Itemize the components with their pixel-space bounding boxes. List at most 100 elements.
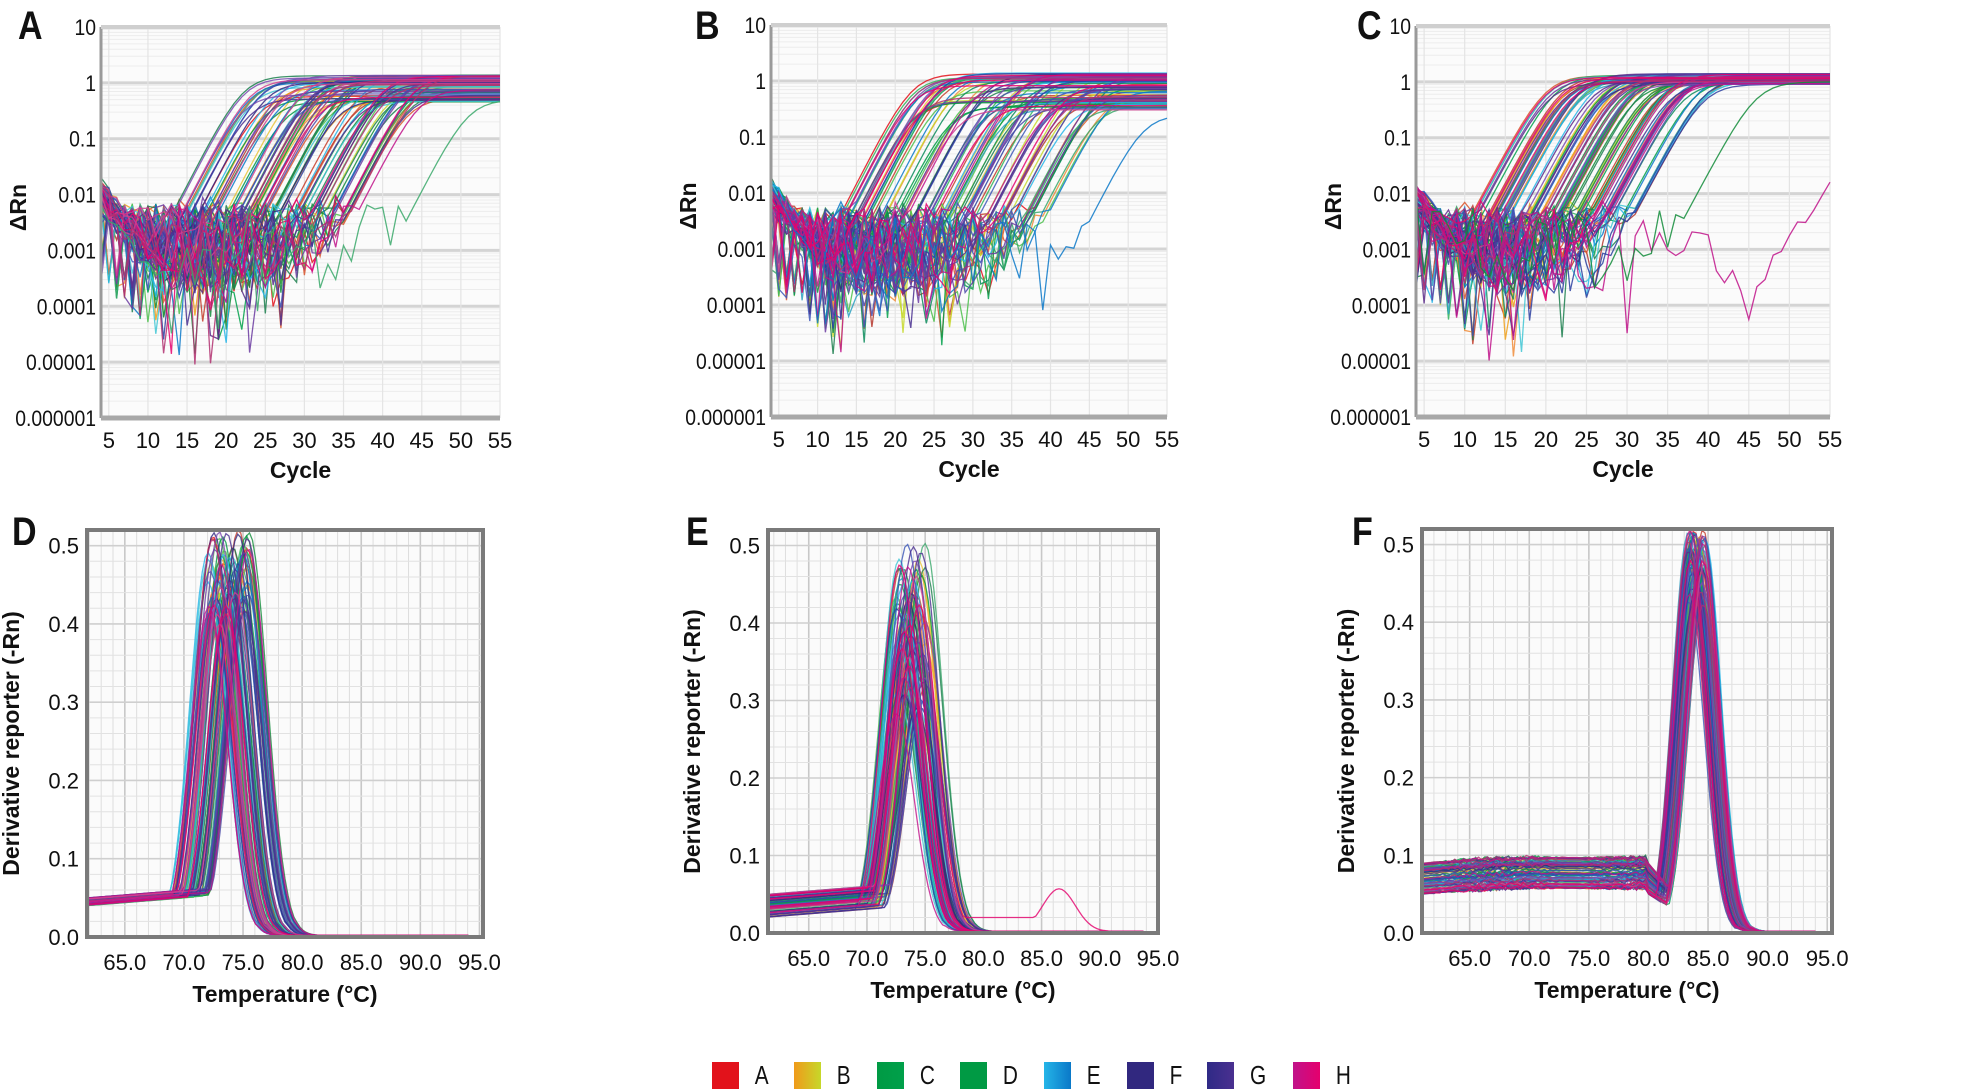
y-tick-label: 0.2: [48, 768, 79, 793]
x-tick-label: 70.0: [846, 946, 889, 971]
y-tick-label: 0.1: [48, 847, 79, 872]
legend-label-h: H: [1335, 1060, 1351, 1090]
curve-e-11: [100, 100, 500, 334]
curve-h-5: [770, 73, 1167, 353]
y-tick-label: 0.01: [1373, 182, 1411, 206]
panel-label-c: C: [1357, 4, 1382, 48]
y-tick-label: 0.2: [1383, 766, 1414, 791]
x-tick-label: 65.0: [787, 946, 830, 971]
panel-c: 10 1 0.1 0.01 0.001 0.0001 0.00001 0.000001 5 10 1…: [1320, 15, 1842, 482]
panel-f: 0.0 0.1 0.2 0.3 0.4 0.5 65.0 70.0 75.0 80.0 85.0 90…: [1333, 527, 1849, 1003]
x-tick-label: 50: [1777, 427, 1801, 452]
x-tick-label: 95.0: [1806, 946, 1849, 971]
y-tick-label: 0.4: [48, 612, 79, 637]
x-tick-label: 10: [1452, 427, 1476, 452]
y-tick-label: 0.5: [729, 534, 760, 559]
curve-h-11: [100, 84, 500, 285]
x-tick-label: 10: [136, 428, 160, 453]
x-tick-label: 70.0: [1508, 946, 1551, 971]
legend-item-f: F: [1126, 1060, 1184, 1091]
x-tick-label: 55: [488, 428, 512, 453]
x-tick-label: 65.0: [103, 950, 146, 975]
curve-h-7: [1415, 73, 1830, 301]
y-tick-label: 0.01: [728, 182, 766, 206]
y-axis-title: ΔRn: [1320, 183, 1346, 230]
x-tick-label: 45: [410, 428, 434, 453]
y-tick-label: 1: [755, 70, 766, 94]
legend-item-c: C: [876, 1060, 937, 1091]
x-axis-title: Cycle: [1592, 456, 1653, 482]
curves: [770, 72, 1168, 355]
panel-e: 0.0 0.1 0.2 0.3 0.4 0.5 65.0 70.0 75.0 80.0 85.0 90…: [679, 528, 1180, 1003]
y-tick-label: 0.000001: [1330, 406, 1411, 430]
curves: [1415, 73, 1831, 361]
x-tick-label: 90.0: [399, 950, 442, 975]
curve-h-10: [100, 84, 500, 365]
legend-swatch-d: [960, 1062, 988, 1089]
curve-h-9: [100, 79, 500, 238]
x-tick-label: 95.0: [1137, 946, 1180, 971]
y-axis-title: ΔRn: [675, 182, 701, 229]
x-tick-label: 85.0: [340, 950, 383, 975]
legend-swatch-b: [794, 1062, 822, 1089]
x-tick-label: 20: [883, 427, 907, 452]
y-tick-label: 0.001: [1363, 238, 1411, 262]
y-tick-label: 0.001: [718, 238, 766, 262]
plot-border: [766, 528, 1160, 935]
curves: [1421, 527, 1816, 933]
x-tick-label: 30: [292, 428, 316, 453]
y-tick-label: 0.001: [48, 239, 96, 263]
y-tick-label: 0.0001: [707, 294, 766, 318]
x-tick-label: 90.0: [1078, 946, 1121, 971]
x-tick-label: 35: [1655, 427, 1679, 452]
legend-label-a: A: [754, 1060, 769, 1090]
x-tick-label: 80.0: [962, 946, 1005, 971]
y-axis-title: ΔRn: [5, 184, 31, 231]
x-tick-label: 65.0: [1448, 946, 1491, 971]
x-tick-label: 25: [922, 427, 946, 452]
y-axis-title: Derivative reporter (-Rn): [1333, 609, 1359, 874]
curve-h-11: [770, 85, 1167, 247]
legend-label-g: G: [1250, 1060, 1267, 1090]
legend-swatch-h: [1292, 1062, 1320, 1089]
panel-d: 0.0 0.1 0.2 0.3 0.4 0.5 65.0 70.0 75.0 80.0 85.0 90…: [0, 528, 501, 1007]
y-tick-label: 0.2: [729, 766, 760, 791]
legend-item-h: H: [1292, 1060, 1353, 1091]
legend-label-f: F: [1169, 1060, 1182, 1090]
x-tick-label: 25: [253, 428, 277, 453]
legend-swatch-c: [876, 1062, 904, 1089]
panel-label-f: F: [1352, 510, 1373, 554]
legend-label-c: C: [919, 1060, 935, 1090]
x-tick-label: 80.0: [1627, 946, 1670, 971]
legend-swatch-e: [1044, 1062, 1072, 1089]
curve-h-3: [770, 77, 1167, 268]
x-tick-label: 10: [805, 427, 829, 452]
y-tick-label: 0.0: [1383, 921, 1414, 946]
x-tick-label: 30: [1615, 427, 1639, 452]
y-tick-label: 0.000001: [685, 406, 766, 430]
curve-h-2: [770, 109, 1167, 274]
x-tick-label: 40: [370, 428, 394, 453]
x-tick-label: 20: [1534, 427, 1558, 452]
x-tick-label: 50: [1116, 427, 1140, 452]
y-tick-label: 0.0: [729, 921, 760, 946]
y-tick-label: 0.1: [1384, 127, 1411, 151]
panel-b: 10 1 0.1 0.01 0.001 0.0001 0.00001 0.000001 5 10 1…: [675, 14, 1179, 482]
x-tick-label: 5: [103, 428, 115, 453]
x-axis-title: Temperature (°C): [1534, 977, 1719, 1003]
curve-h-8: [770, 78, 1167, 321]
x-tick-label: 85.0: [1687, 946, 1730, 971]
x-tick-label: 5: [1418, 427, 1430, 452]
x-tick-label: 55: [1818, 427, 1842, 452]
x-tick-label: 35: [999, 427, 1023, 452]
curve-h-9: [770, 105, 1167, 293]
x-tick-label: 75.0: [904, 946, 947, 971]
x-axis-title: Cycle: [938, 456, 999, 482]
x-tick-label: 50: [449, 428, 473, 453]
plot-border: [85, 528, 485, 939]
curve-h-0: [1415, 82, 1830, 361]
curve-h-1: [770, 99, 1167, 319]
curve-h-11: [1415, 77, 1830, 280]
x-axis-title: Temperature (°C): [192, 981, 377, 1007]
